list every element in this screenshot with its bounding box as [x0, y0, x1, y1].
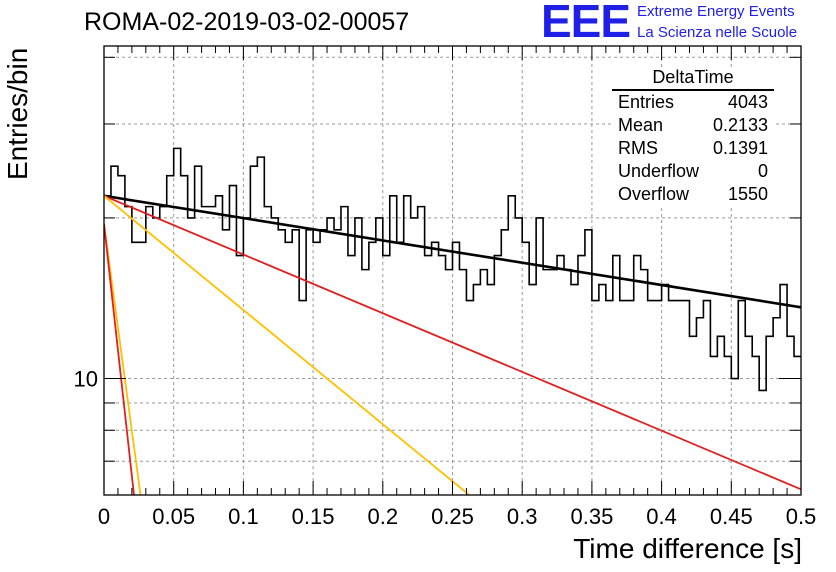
x-tick-label: 0: [98, 504, 110, 529]
fit-line-2: [104, 195, 470, 495]
stats-label: Underflow: [618, 161, 700, 181]
stats-row-rms: RMS 0.1391: [612, 137, 774, 160]
logo-line-2: La Scienza nelle Scuole: [637, 24, 798, 41]
x-tick-label: 0.2: [368, 504, 399, 529]
fit-line-4: [104, 223, 135, 495]
x-tick-label: 0.1: [228, 504, 259, 529]
stats-row-entries: Entries 4043: [612, 91, 774, 114]
stats-value: 4043: [727, 92, 768, 112]
axis-ticks: [103, 46, 802, 495]
x-tick-label: 0.4: [646, 504, 677, 529]
x-tick-label: 0.3: [507, 504, 538, 529]
fit-line-3: [104, 223, 142, 495]
y-axis-label-text: Entries/bin: [2, 47, 33, 180]
stats-label: RMS: [618, 138, 658, 158]
stats-label: Overflow: [618, 184, 690, 204]
stats-row-mean: Mean 0.2133: [612, 114, 774, 137]
fit-line-1: [104, 195, 801, 491]
stats-row-underflow: Underflow 0: [612, 160, 774, 183]
x-tick-label: 0.35: [570, 504, 613, 529]
chart-title: ROMA-02-2019-03-02-00057: [84, 8, 410, 36]
histogram-outline: [104, 147, 801, 392]
x-tick-label: 0.45: [710, 504, 753, 529]
stats-value: 0.2133: [712, 115, 768, 135]
tick-labels: 0 0.05 0.1 0.15 0.2 0.25 0.3 0.35 0.4 0.45 0.5 10: [74, 367, 817, 529]
eee-logo: EEE: [541, 0, 631, 47]
stats-label: Entries: [618, 92, 675, 112]
x-axis-label: Time difference [s]: [573, 533, 802, 564]
x-tick-label: 0.25: [431, 504, 474, 529]
stats-row-overflow: Overflow 1550: [612, 183, 774, 206]
stats-title: DeltaTime: [612, 67, 774, 91]
x-tick-label: 0.5: [786, 504, 817, 529]
stats-box: DeltaTime Entries 4043 Mean 0.2133 RMS 0.13…: [612, 67, 774, 206]
y-axis-label: Entries/bin: [2, 48, 34, 180]
fit-line-0: [104, 194, 801, 309]
stats-label: Mean: [618, 115, 664, 135]
x-tick-label: 0.15: [292, 504, 335, 529]
histogram-bars: [104, 147, 801, 392]
stats-value: 1550: [727, 184, 768, 204]
fit-lines: [104, 194, 801, 495]
x-tick-label: 0.05: [152, 504, 195, 529]
stats-value: 0: [757, 161, 768, 181]
logo-line-1: Extreme Energy Events: [637, 3, 795, 20]
stats-value: 0.1391: [712, 138, 768, 158]
y-tick-label: 10: [74, 367, 98, 392]
